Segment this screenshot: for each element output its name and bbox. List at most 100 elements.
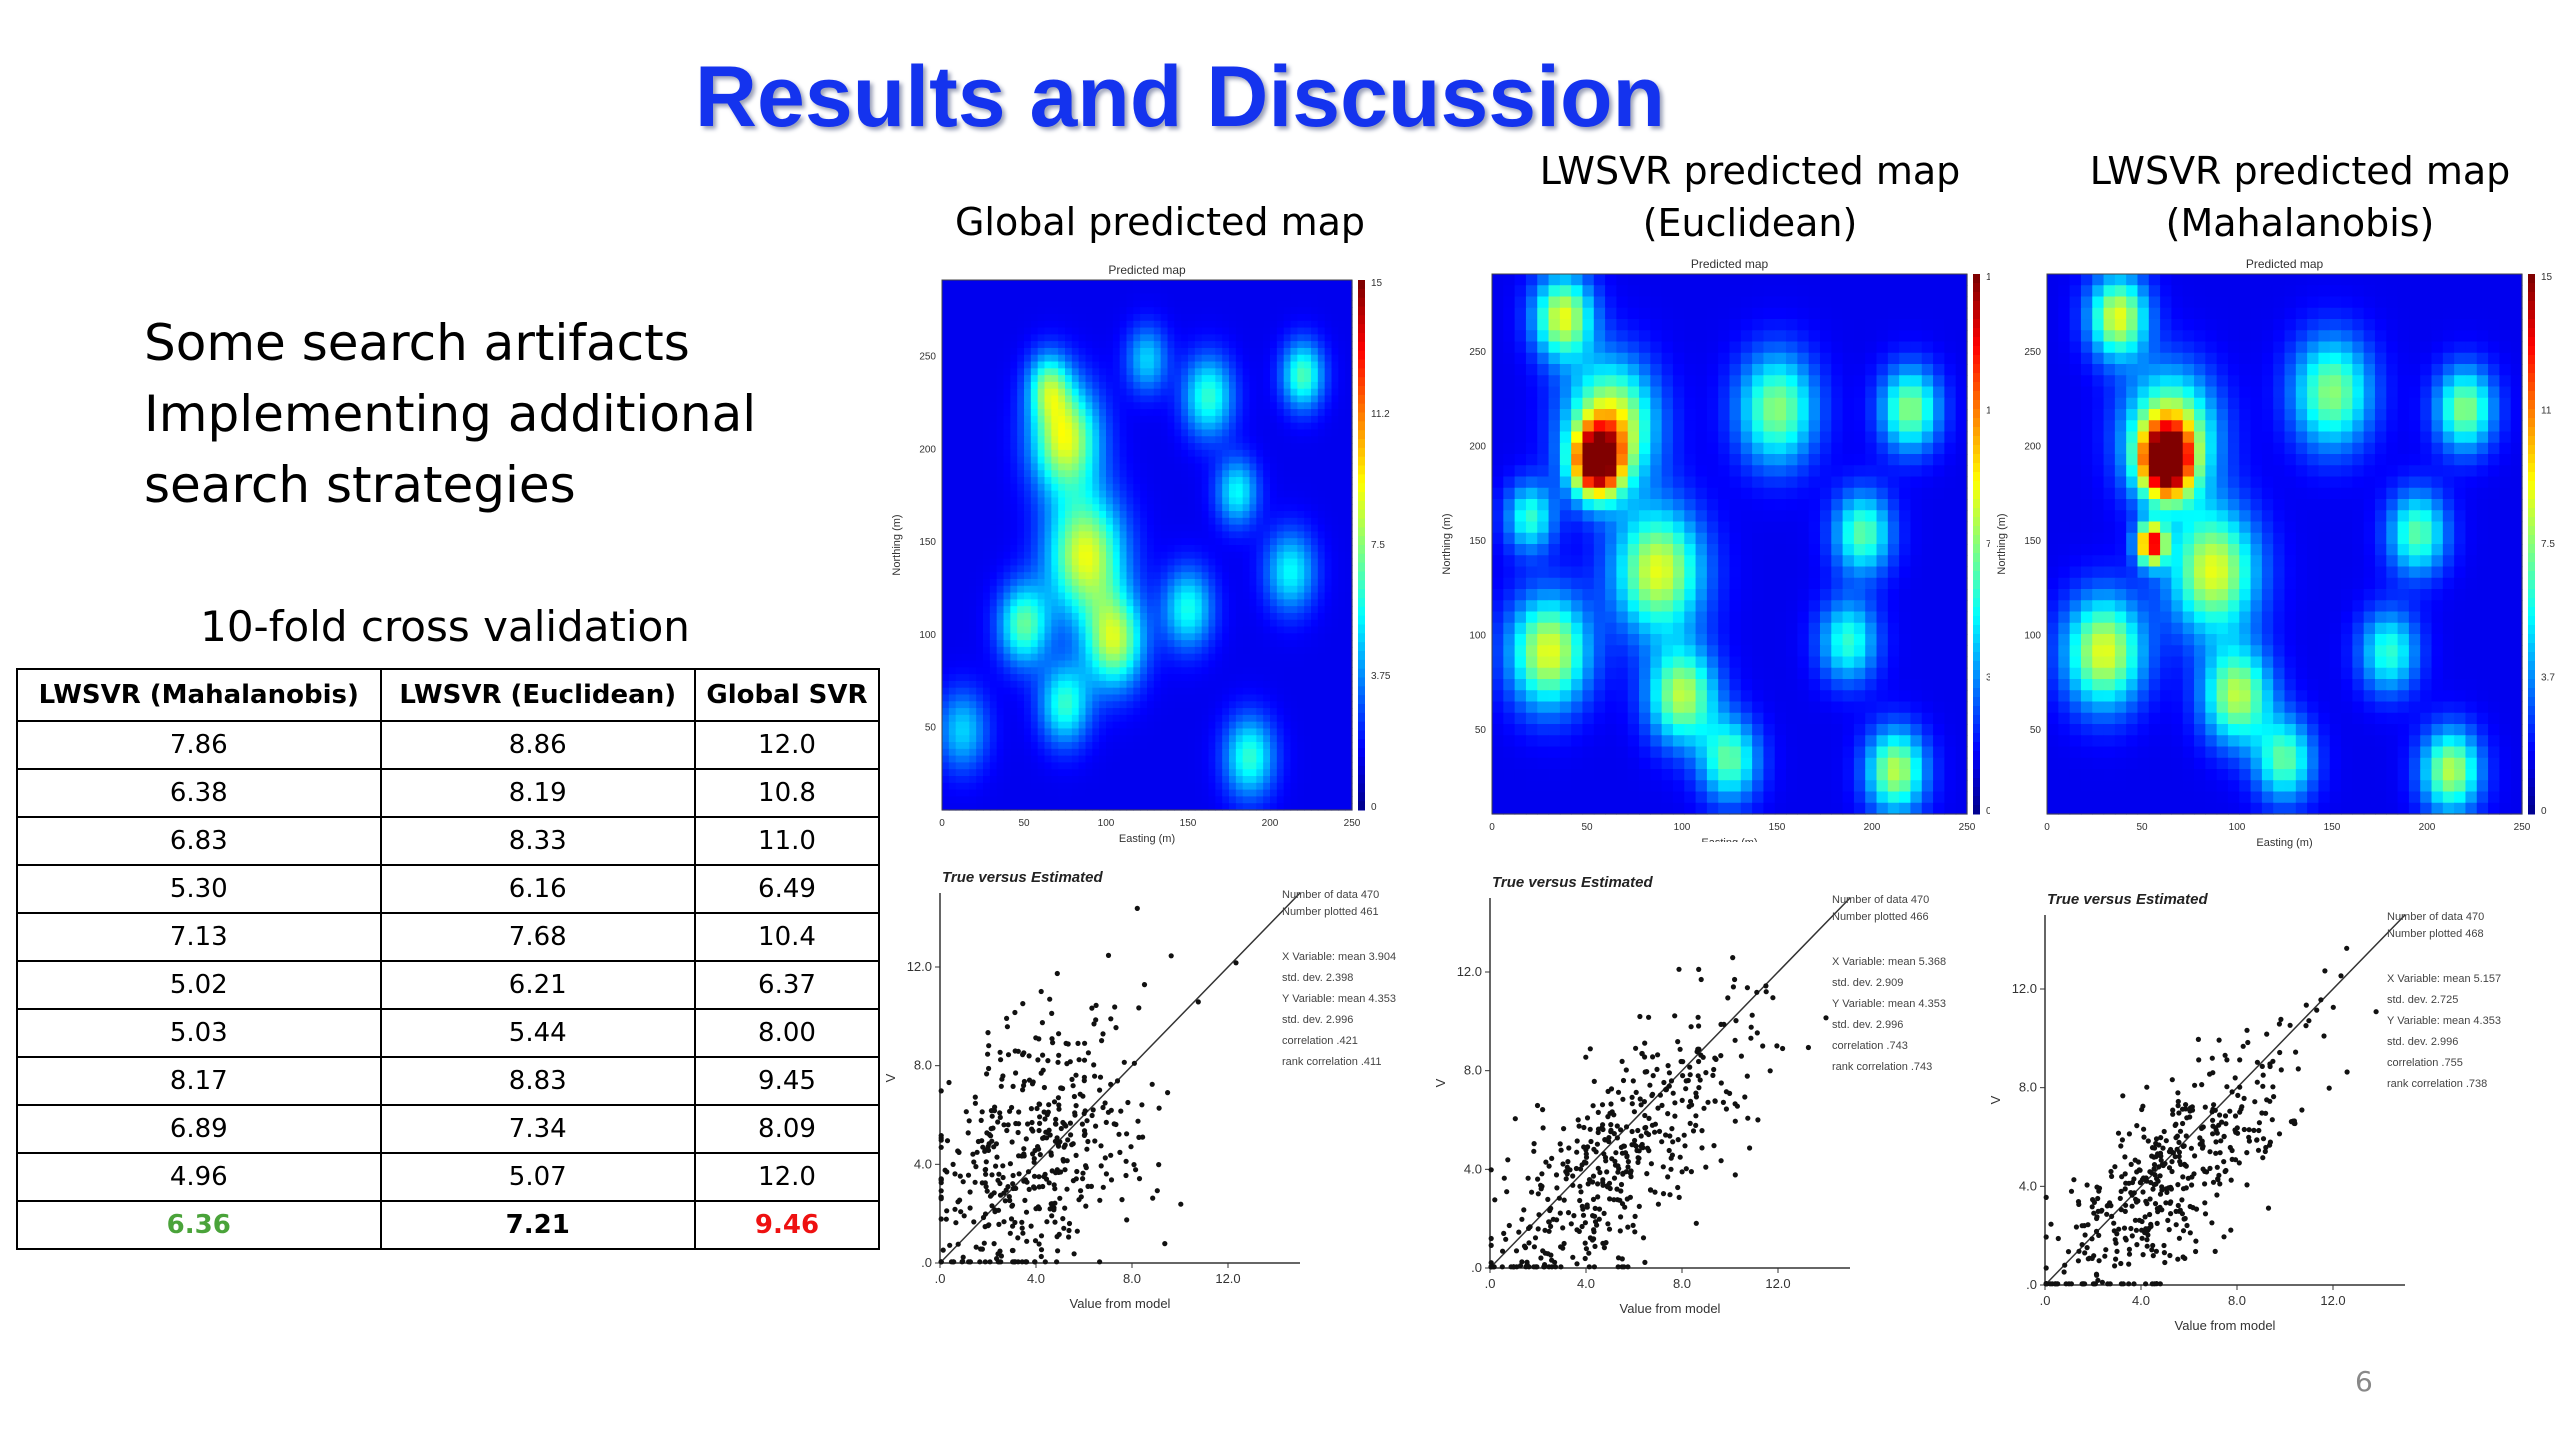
heatmap-cell [1345, 409, 1353, 417]
heatmap-cell [1331, 755, 1339, 764]
heatmap-cell [1345, 307, 1353, 315]
heatmap-cell [1167, 280, 1175, 288]
heatmap-cell [1024, 572, 1032, 580]
heatmap-cell [1910, 307, 1923, 320]
heatmap-cell [1024, 477, 1032, 485]
heatmap-cell [1017, 646, 1025, 655]
heatmap-cell [1051, 585, 1059, 594]
heatmap-cell [955, 517, 964, 526]
heatmap-cell [1242, 728, 1251, 736]
heatmap-cell [1222, 796, 1230, 804]
heatmap-cell [955, 361, 964, 369]
heatmap-cell [1017, 409, 1025, 417]
heatmap-cell [1153, 538, 1162, 546]
heatmap-cell [1140, 721, 1148, 730]
heatmap-cell [1140, 748, 1148, 757]
heatmap-cell [948, 687, 957, 696]
heatmap-cell [1147, 742, 1155, 750]
heatmap-cell [1249, 483, 1257, 492]
heatmap-cell [1188, 388, 1196, 397]
heatmap-cell [1215, 612, 1223, 621]
heatmap-cell [1276, 572, 1285, 580]
heatmap-cell [1222, 470, 1230, 478]
heatmap-cell [989, 375, 998, 383]
heatmap-cell [1044, 368, 1052, 376]
heatmap-cell [1201, 762, 1210, 770]
heatmap-cell [1276, 708, 1285, 716]
heatmap-cell [1222, 347, 1230, 356]
heatmap-cell [1003, 633, 1011, 641]
heatmap-cell [1010, 504, 1018, 512]
heatmap-cell [983, 517, 991, 526]
heatmap-cell [1194, 334, 1203, 342]
heatmap-cell [1085, 660, 1093, 668]
heatmap-cell [962, 334, 970, 342]
heatmap-cell [1235, 694, 1244, 702]
heatmap-cell [1276, 694, 1285, 702]
heatmap-cell [1133, 409, 1141, 417]
heatmap-cell [942, 565, 950, 573]
heatmap-cell [1071, 463, 1080, 471]
heatmap-cell [1304, 300, 1312, 308]
heatmap-cell [1058, 714, 1066, 723]
heatmap-cell [983, 402, 991, 410]
heatmap-cell [976, 646, 984, 655]
heatmap-cell [1270, 429, 1278, 437]
heatmap-cell [1078, 456, 1087, 465]
heatmap-cell [1270, 402, 1278, 410]
heatmap-cell [1160, 592, 1169, 600]
heatmap-cell [976, 429, 984, 437]
heatmap-cell [1133, 789, 1141, 798]
heatmap-cell [1194, 286, 1203, 295]
heatmap-cell [1235, 388, 1244, 397]
heatmap-cell [1229, 789, 1237, 798]
heatmap-cell [1099, 504, 1107, 512]
heatmap-cell [1201, 354, 1210, 363]
heatmap-cell [1215, 375, 1223, 383]
heatmap-cell [1030, 354, 1039, 363]
heatmap-cell [1119, 443, 1128, 451]
heatmap-cell [942, 782, 950, 791]
heatmap-cell [1270, 388, 1278, 397]
heatmap-cell [1270, 368, 1278, 376]
heatmap-cell [996, 721, 1005, 730]
heatmap-cell [1030, 449, 1039, 458]
heatmap-cell [1140, 402, 1148, 410]
heatmap-cell [1345, 361, 1353, 369]
heatmap-cell [1051, 742, 1059, 750]
heatmap-cell [962, 721, 970, 730]
heatmap-cell [1044, 762, 1052, 770]
heatmap-cell [989, 354, 998, 363]
heatmap-cell [1058, 354, 1066, 363]
heatmap-cell [1140, 429, 1148, 437]
heatmap-cell [1174, 368, 1182, 376]
heatmap-cell [1297, 538, 1305, 546]
heatmap-cell [1242, 633, 1251, 641]
heatmap-cell [1324, 313, 1333, 322]
heatmap-cell [1256, 558, 1264, 566]
heatmap-cell [1167, 626, 1175, 634]
heatmap-cell [1249, 422, 1257, 431]
heatmap-cell [1078, 803, 1087, 811]
heatmap-cell [1201, 592, 1210, 600]
heatmap-cell [1133, 680, 1141, 689]
heatmap-cell [1181, 477, 1189, 485]
heatmap-cell [976, 782, 984, 791]
heatmap-cell [1338, 307, 1346, 315]
heatmap-cell [983, 381, 991, 390]
heatmap-cell [1126, 327, 1134, 335]
heatmap-cell [1051, 463, 1059, 471]
heatmap-cell [1078, 701, 1087, 709]
heatmap-cell [1256, 646, 1264, 655]
heatmap-cell [1181, 694, 1189, 702]
heatmap-cell [1229, 307, 1237, 315]
heatmap-cell [1030, 320, 1039, 329]
heatmap-cell [948, 640, 957, 648]
heatmap-cell [1153, 517, 1162, 526]
heatmap-cell [1249, 354, 1257, 363]
heatmap-cell [1819, 285, 1832, 298]
heatmap-cell [1112, 388, 1121, 397]
heatmap-cell [1140, 708, 1148, 716]
heatmap-cell [1297, 320, 1305, 329]
heatmap-cell [1276, 470, 1285, 478]
